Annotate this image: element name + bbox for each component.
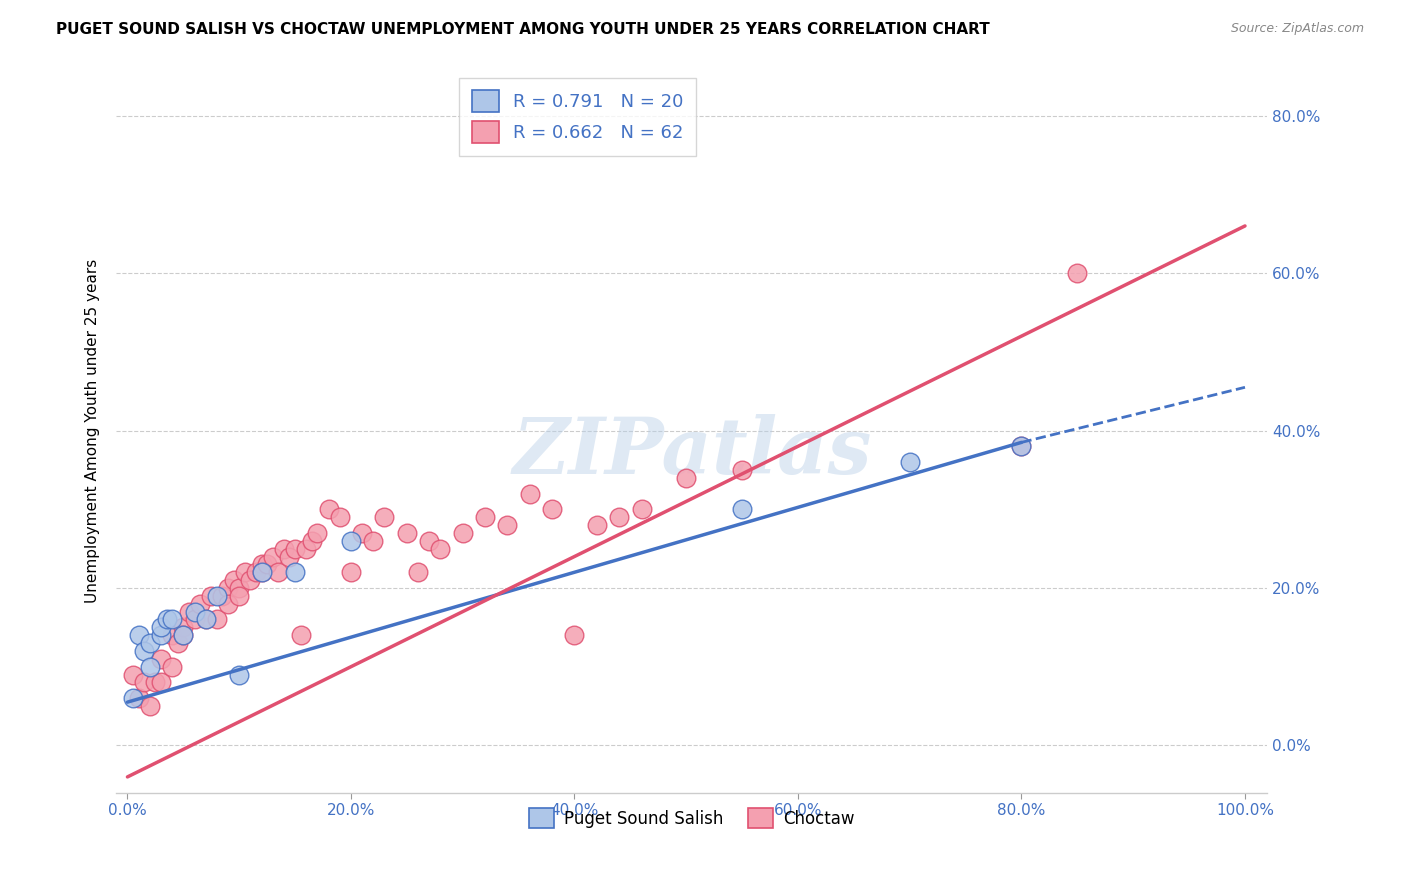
Point [898, 455, 921, 469]
Point [262, 549, 284, 564]
Point [139, 636, 162, 650]
Point [239, 573, 262, 587]
Point [134, 644, 156, 658]
Point [406, 566, 429, 580]
Point [250, 558, 273, 572]
Point [228, 589, 250, 603]
Point [284, 566, 307, 580]
Point [228, 667, 250, 681]
Point [217, 597, 239, 611]
Point [134, 675, 156, 690]
Point [194, 612, 217, 626]
Point [194, 612, 217, 626]
Text: Source: ZipAtlas.com: Source: ZipAtlas.com [1230, 22, 1364, 36]
Point [149, 620, 172, 634]
Point [630, 502, 652, 516]
Point [172, 628, 194, 642]
Point [295, 541, 318, 556]
Point [373, 510, 395, 524]
Text: ZIPatlas: ZIPatlas [512, 414, 872, 491]
Point [122, 691, 145, 706]
Point [145, 675, 167, 690]
Legend: Puget Sound Salish, Choctaw: Puget Sound Salish, Choctaw [522, 801, 862, 835]
Point [160, 659, 183, 673]
Point [200, 589, 222, 603]
Point [267, 566, 290, 580]
Point [474, 510, 496, 524]
Point [250, 566, 273, 580]
Point [245, 566, 267, 580]
Point [496, 518, 519, 533]
Point [1011, 439, 1033, 453]
Point [122, 667, 145, 681]
Point [155, 612, 177, 626]
Point [233, 566, 256, 580]
Point [183, 605, 205, 619]
Point [172, 620, 194, 634]
Point [188, 597, 211, 611]
Point [519, 486, 541, 500]
Point [256, 558, 278, 572]
Point [128, 691, 150, 706]
Point [541, 502, 564, 516]
Point [318, 502, 340, 516]
Point [1066, 266, 1088, 280]
Point [139, 659, 162, 673]
Point [149, 652, 172, 666]
Point [172, 628, 194, 642]
Point [451, 525, 474, 540]
Point [329, 510, 352, 524]
Point [340, 533, 363, 548]
Point [205, 612, 228, 626]
Point [731, 502, 754, 516]
Point [139, 699, 162, 714]
Point [160, 628, 183, 642]
Point [250, 566, 273, 580]
Point [217, 581, 239, 595]
Point [128, 628, 150, 642]
Point [177, 605, 200, 619]
Point [395, 525, 418, 540]
Point [149, 628, 172, 642]
Point [675, 471, 697, 485]
Point [183, 612, 205, 626]
Point [205, 589, 228, 603]
Point [211, 589, 233, 603]
Point [290, 628, 312, 642]
Point [564, 628, 586, 642]
Point [301, 533, 323, 548]
Point [307, 525, 329, 540]
Point [273, 541, 295, 556]
Point [340, 566, 363, 580]
Point [731, 463, 754, 477]
Point [284, 541, 307, 556]
Point [149, 675, 172, 690]
Y-axis label: Unemployment Among Youth under 25 years: Unemployment Among Youth under 25 years [86, 259, 100, 603]
Point [222, 573, 245, 587]
Point [418, 533, 440, 548]
Point [228, 581, 250, 595]
Text: PUGET SOUND SALISH VS CHOCTAW UNEMPLOYMENT AMONG YOUTH UNDER 25 YEARS CORRELATIO: PUGET SOUND SALISH VS CHOCTAW UNEMPLOYME… [56, 22, 990, 37]
Point [278, 549, 301, 564]
Point [160, 612, 183, 626]
Point [607, 510, 630, 524]
Point [1011, 439, 1033, 453]
Point [585, 518, 607, 533]
Point [166, 636, 188, 650]
Point [352, 525, 374, 540]
Point [429, 541, 451, 556]
Point [363, 533, 385, 548]
